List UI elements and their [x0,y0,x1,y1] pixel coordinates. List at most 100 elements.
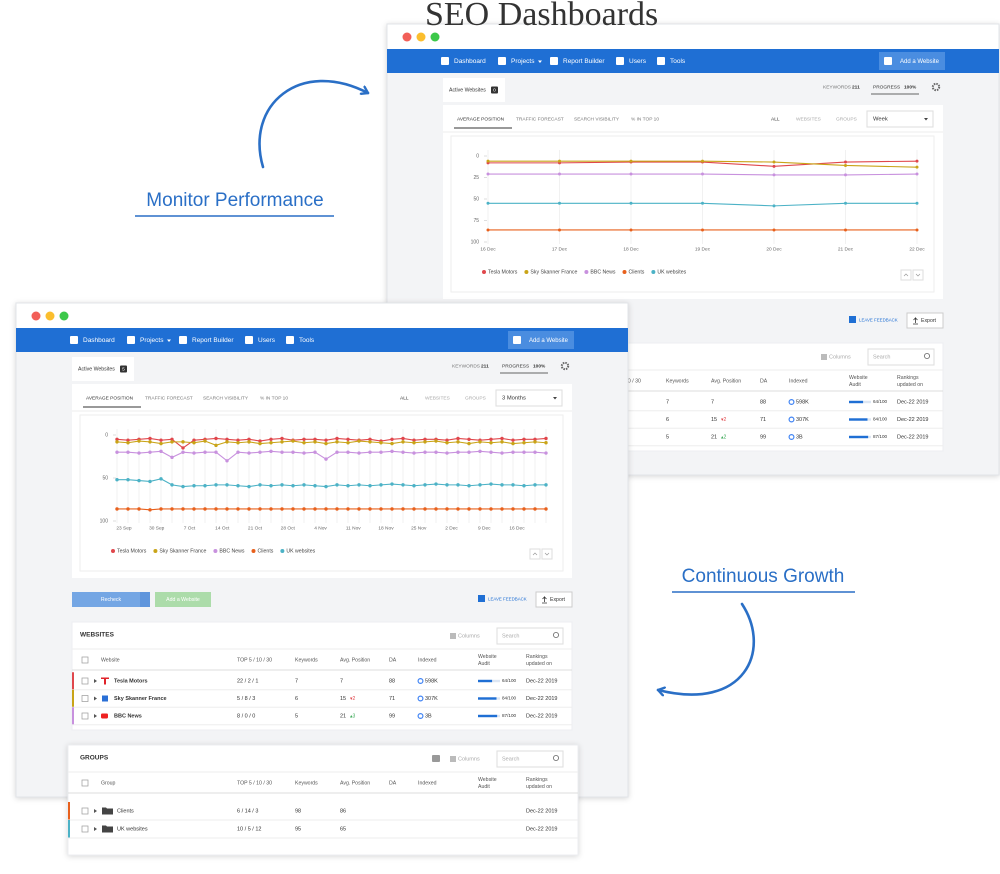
data-point [335,436,339,441]
chart-filter[interactable]: WEBSITES [425,395,450,401]
pager-button[interactable] [912,269,924,281]
checkbox[interactable] [81,825,89,833]
checkbox[interactable] [81,656,89,664]
data-point [115,507,119,511]
nav-item[interactable]: Tools [299,337,315,344]
chart-tab[interactable]: % IN TOP 10 [260,395,288,401]
action-button[interactable] [72,592,150,607]
nav-item[interactable]: Users [258,337,276,344]
checkbox[interactable] [81,807,89,815]
tab-label[interactable]: Active Websites [449,87,486,93]
data-point [467,437,471,441]
expand-caret[interactable] [94,809,97,813]
data-point [379,483,383,487]
data-point [170,455,174,460]
site-name[interactable]: UK websites [117,826,148,832]
chart-filter[interactable]: GROUPS [465,395,486,401]
checkbox[interactable] [81,712,89,720]
data-point [291,484,295,488]
data-point [280,436,284,441]
search-box[interactable] [867,348,935,366]
column-header: Rankings [897,375,919,381]
export-icon [913,317,918,325]
nav-item[interactable]: Tools [670,58,686,65]
period-select[interactable] [495,389,563,407]
chart-filter[interactable]: WEBSITES [796,116,821,122]
site-name[interactable]: Clients [117,808,134,814]
pager-button[interactable] [541,548,553,560]
data-point [313,450,317,454]
data-point [489,507,493,511]
chart-tab[interactable]: AVERAGE POSITION [457,116,505,122]
data-point [236,438,240,442]
data-point [313,440,317,444]
data-point [489,437,493,441]
select-caret [553,397,557,400]
data-point [629,201,633,205]
nav-icon [550,57,558,65]
site-name[interactable]: Sky Skanner France [114,696,167,702]
nav-item[interactable]: Dashboard [83,337,115,344]
add-website-button[interactable] [879,52,945,70]
chart-tab[interactable]: SEARCH VISIBILITY [203,395,249,401]
progress-value: 100% [904,84,917,90]
chart-tab[interactable]: TRAFFIC FORECAST [145,395,193,401]
nav-item[interactable]: Report Builder [192,337,234,344]
checkbox[interactable] [81,677,89,685]
row-stripe [68,802,70,820]
data-point [357,451,361,455]
tab-label[interactable]: Active Websites [78,366,115,372]
cell: 3B [796,434,803,440]
action-label: LEAVE FEEDBACK [488,597,527,602]
settings-button[interactable] [931,82,941,92]
data-point [456,507,460,511]
x-tick-label: 11 Nov [346,525,361,531]
data-point [533,483,537,487]
chart-tab[interactable]: SEARCH VISIBILITY [574,116,620,122]
chart-filter[interactable]: GROUPS [836,116,857,122]
legend-label: Clients [258,548,274,554]
search-box[interactable] [496,750,564,768]
nav-item[interactable]: Report Builder [563,58,605,65]
checkbox[interactable] [81,779,89,787]
data-point [291,450,295,454]
checkbox[interactable] [81,695,89,702]
nav-item[interactable]: Projects [140,337,164,344]
data-point [390,437,394,441]
period-select[interactable] [866,110,934,128]
pager-button[interactable] [529,548,541,560]
nav-item[interactable]: Dashboard [454,58,486,65]
expand-caret[interactable] [94,714,97,718]
cell: Dec-22 2019 [526,696,558,702]
chart-filter[interactable]: ALL [771,116,780,122]
columns-button[interactable]: Columns [458,756,480,762]
columns-button[interactable]: Columns [829,354,851,360]
settings-button[interactable] [560,361,570,371]
pager-button[interactable] [900,269,912,281]
legend-label: UK websites [286,548,315,554]
site-name[interactable]: BBC News [114,713,142,719]
chart-filter[interactable]: ALL [400,395,409,401]
add-website-button[interactable] [508,331,574,349]
nav-item[interactable]: Projects [511,58,535,65]
chart-tab[interactable]: TRAFFIC FORECAST [516,116,564,122]
nav-item[interactable]: Users [629,58,647,65]
cell: 307K [425,696,438,702]
data-point [844,201,847,205]
data-point [115,437,119,441]
expand-caret[interactable] [94,696,97,701]
site-name[interactable]: Tesla Motors [114,678,148,684]
chart-tab[interactable]: AVERAGE POSITION [86,395,134,401]
chart-tab[interactable]: % IN TOP 10 [631,116,659,122]
columns-button[interactable]: Columns [458,633,480,639]
data-point [401,436,405,441]
search-box[interactable] [496,627,564,645]
expand-caret[interactable] [94,827,97,831]
back-window: Dashboard Projects Report Builder Users Tool… [386,23,1000,476]
expand-caret[interactable] [94,679,97,683]
action-button[interactable] [155,592,211,607]
data-point [423,450,427,454]
period-value: Week [873,117,888,123]
audit-bar [478,679,493,683]
